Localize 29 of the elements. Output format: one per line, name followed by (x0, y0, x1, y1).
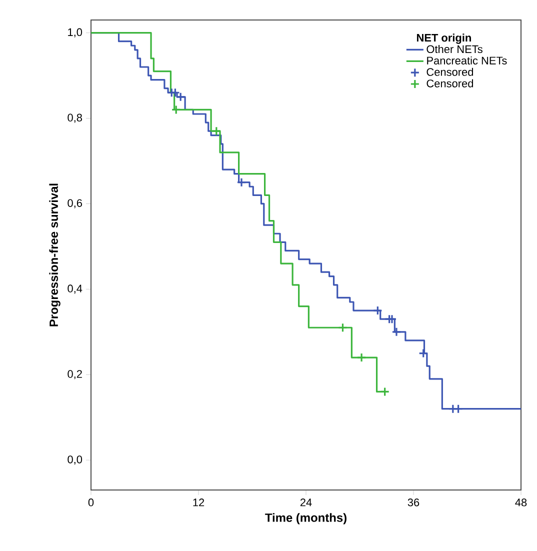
point (387, 314, 397, 324)
point (171, 104, 181, 115)
point (212, 126, 222, 136)
legend-label: Censored (426, 68, 474, 76)
x-tick-label: 12 (193, 498, 204, 506)
x-tick-label: 48 (515, 498, 527, 506)
point (236, 178, 246, 188)
x-tick-label: 24 (300, 498, 312, 506)
legend-label: Other NETs (426, 45, 482, 54)
y-tick-label: 0,2 (68, 370, 82, 380)
point (453, 404, 464, 414)
x-tick-label: 36 (408, 498, 420, 506)
y-tick-label: 0,4 (68, 284, 82, 294)
y-tick-label: 0,6 (68, 199, 82, 208)
point (356, 352, 366, 362)
x-axis-title: Time (months) (265, 513, 346, 524)
y-tick-label: 0,0 (68, 456, 82, 465)
legend-title: NET origin (416, 34, 471, 44)
point (418, 348, 428, 358)
y-tick-label: 0,8 (68, 114, 82, 123)
point (338, 322, 348, 332)
legend-label: Pancreatic NETs (427, 56, 507, 64)
y-axis-title: Progression-free survival (49, 184, 60, 326)
y-tick-label: 1,0 (68, 28, 82, 38)
x-tick-label: 0 (88, 498, 94, 506)
legend-label: Censored (426, 79, 474, 88)
point (372, 306, 382, 316)
point (380, 386, 390, 397)
point (392, 327, 402, 337)
